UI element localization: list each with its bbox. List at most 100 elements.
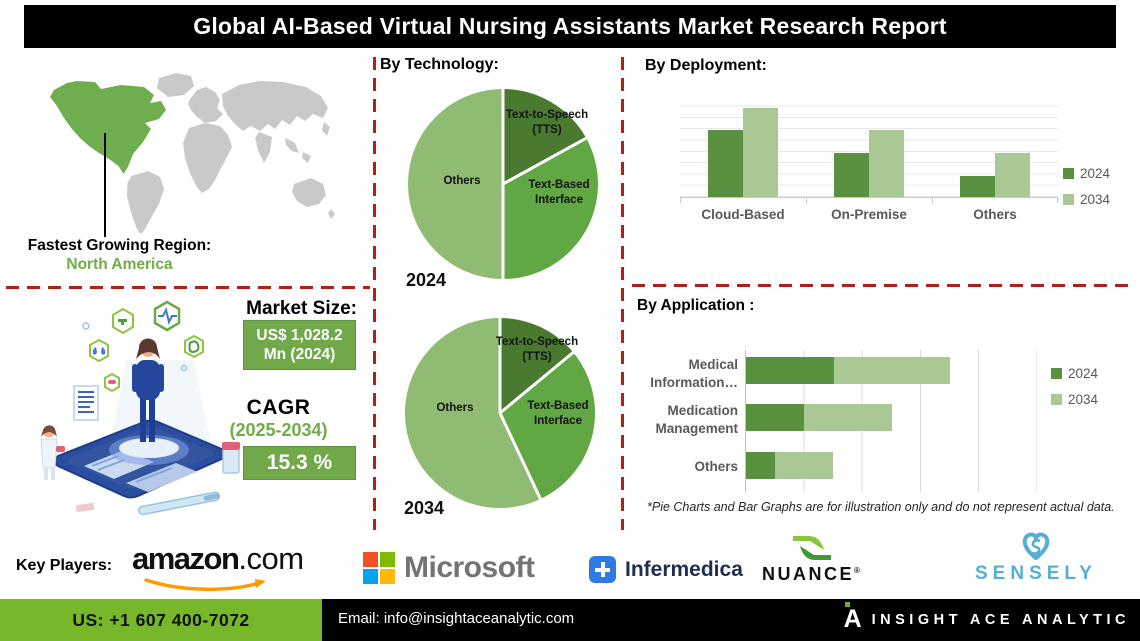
- legend-swatch-2034: [1063, 194, 1074, 205]
- map-se-asia: [285, 138, 311, 163]
- category-cloud-based: Cloud-Based: [701, 207, 785, 222]
- sensely-heart-icon: [1022, 532, 1050, 560]
- divider-right-horizontal: [632, 284, 1136, 287]
- bar-cloud-2024: [708, 130, 743, 197]
- divider-vertical-1: [373, 57, 376, 530]
- legend-swatch-2024: [1051, 368, 1062, 379]
- application-label-others: Others: [694, 459, 738, 474]
- map-new-zealand: [328, 209, 335, 219]
- amazon-suffix: .com: [238, 541, 304, 576]
- doctor-figure: [40, 425, 65, 480]
- microsoft-logo: Microsoft: [363, 551, 535, 585]
- market-size-label: Market Size:: [246, 298, 357, 319]
- eraser-icon: [75, 503, 95, 512]
- brand-a-icon: A: [844, 602, 862, 632]
- virtual-nurse-illustration: [40, 300, 240, 516]
- deployment-legend: 2024 2034: [1063, 166, 1110, 207]
- world-map: [50, 73, 335, 233]
- market-size-value-box: US$ 1,028.2 Mn (2024): [243, 320, 356, 370]
- category-on-premise: On-Premise: [831, 207, 907, 222]
- hologram-platform-inner: [119, 438, 179, 458]
- map-south-america: [127, 171, 164, 233]
- fastest-growing-region-label: Fastest Growing Region:: [27, 237, 212, 254]
- footer-email: Email: info@insightaceanalytic.com: [338, 610, 575, 627]
- title-bar: Global AI-Based Virtual Nursing Assistan…: [24, 5, 1116, 48]
- microsoft-wordmark: Microsoft: [404, 551, 535, 584]
- deployment-group-onpremise: [806, 96, 932, 197]
- application-legend: 2024 2034: [1051, 366, 1098, 407]
- axis-tick: [1057, 198, 1058, 203]
- deployment-group-others: [932, 96, 1058, 197]
- cagr-label: CAGR: [246, 396, 311, 419]
- market-size-value: US$ 1,028.2 Mn (2024): [256, 326, 343, 363]
- map-australia: [292, 178, 326, 207]
- bar-others-2024: [960, 175, 995, 197]
- amazon-wordmark: amazon: [132, 541, 240, 576]
- segment-medical-2034: [833, 357, 951, 384]
- infermedica-logo: Infermedica: [589, 556, 743, 583]
- microsoft-squares-icon: [363, 552, 395, 584]
- axis-tick: [806, 198, 807, 203]
- map-india: [255, 132, 272, 163]
- divider-vertical-2: [621, 57, 624, 530]
- brand-name: INSIGHT ACE ANALYTIC: [871, 611, 1130, 628]
- map-north-america: [50, 81, 166, 174]
- bar-onpremise-2034: [869, 130, 904, 197]
- segment-medication-2024: [746, 404, 805, 431]
- pill-bottle-icon: [222, 442, 240, 474]
- legend-label-2024: 2024: [1080, 166, 1111, 181]
- footer-email-bar: Email: info@insightaceanalytic.com A INS…: [322, 599, 1140, 641]
- deployment-bar-chart: [680, 96, 1058, 198]
- fastest-growing-region-value: North America: [66, 256, 173, 273]
- key-players-label: Key Players:: [16, 557, 113, 574]
- technology-pie-2034: Text-to-Speech (TTS) Text-Based Interfac…: [400, 313, 600, 513]
- document-icon: [73, 385, 99, 421]
- cagr-value: 15.3 %: [266, 451, 333, 474]
- map-japan: [322, 122, 330, 136]
- legend-swatch-2034: [1051, 394, 1062, 405]
- legend-label-2024: 2024: [1068, 366, 1099, 381]
- section-title-application: By Application :: [637, 297, 755, 314]
- deployment-category-labels: Cloud-Based On-Premise Others: [680, 207, 1058, 222]
- page-title: Global AI-Based Virtual Nursing Assistan…: [193, 13, 947, 39]
- pie-2024-year-label: 2024: [406, 270, 447, 290]
- infermedica-plus-icon: [589, 556, 616, 583]
- legend-swatch-2024: [1063, 168, 1074, 179]
- sensely-wordmark: SENSELY: [975, 563, 1097, 584]
- footer-phone-bar: US: +1 607 400-7072: [0, 599, 322, 641]
- pie-2034-label-text-based: Text-Based Interface: [527, 400, 589, 427]
- screen-card-2: [126, 463, 198, 492]
- segment-others-2034: [775, 452, 834, 479]
- hexagon-glyphs: [92, 307, 200, 384]
- thermometer-icon: [137, 491, 221, 516]
- pie-2034-label-tts: Text-to-Speech (TTS): [495, 336, 579, 363]
- map-europe: [188, 87, 223, 123]
- deployment-group-cloud: [680, 96, 806, 197]
- bar-others-2034: [995, 152, 1030, 197]
- nuance-wordmark: NUANCE: [762, 564, 855, 584]
- pie-2024-label-tts: Text-to-Speech (TTS): [505, 109, 589, 136]
- application-bar-others: [746, 452, 1061, 479]
- map-leader-line: [104, 133, 106, 237]
- legend-label-2034: 2034: [1080, 192, 1111, 207]
- legend-label-2034: 2034: [1068, 392, 1099, 407]
- application-bar-medical-info: [746, 357, 1061, 384]
- insight-ace-analytic-logo: A INSIGHT ACE ANALYTIC: [844, 602, 1130, 632]
- map-africa: [183, 123, 232, 193]
- nuance-registered-mark: ®: [854, 566, 863, 575]
- axis-tick: [680, 198, 681, 203]
- pie-2024-label-text-based: Text-Based Interface: [528, 179, 590, 206]
- virtual-nurse-figure: [132, 338, 164, 442]
- infermedica-wordmark: Infermedica: [625, 557, 743, 581]
- category-others: Others: [973, 207, 1017, 222]
- amazon-smile-icon: [144, 578, 266, 591]
- amazon-logo: amazon.com: [132, 541, 304, 591]
- application-label-medical-info: Medical Information…: [650, 357, 738, 390]
- map-greenland: [157, 73, 194, 97]
- application-label-medication: Medication Management: [655, 403, 738, 436]
- sensely-logo: SENSELY: [975, 531, 1097, 585]
- application-bar-medication: [746, 404, 1061, 431]
- section-title-technology: By Technology:: [380, 56, 499, 73]
- footer-phone: US: +1 607 400-7072: [72, 609, 250, 630]
